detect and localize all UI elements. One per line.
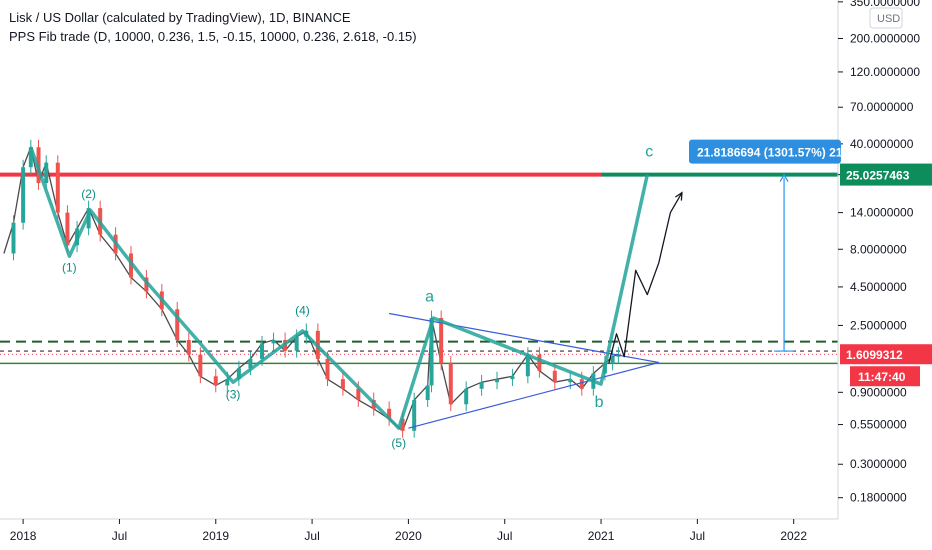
indicator-legend: PPS Fib trade (D, 10000, 0.236, 1.5, -0.…	[9, 29, 417, 44]
y-tick-label: 350.0000000	[850, 0, 920, 9]
y-tick-label: 40.0000000	[850, 137, 914, 151]
candle-body	[439, 317, 444, 364]
currency-button[interactable]	[869, 7, 903, 29]
y-tick-label: 14.0000000	[850, 206, 914, 220]
projection-path	[608, 192, 683, 364]
resistance-price-badge	[840, 163, 932, 186]
wave-label: (3)	[226, 387, 241, 401]
candle-body	[356, 388, 361, 401]
y-tick-label: 2.5000000	[850, 318, 907, 332]
x-tick-label: Jul	[497, 529, 512, 543]
candle-body	[340, 379, 345, 389]
y-tick-label: 8.0000000	[850, 242, 907, 256]
candle-body	[55, 162, 60, 213]
currency-label: USD	[877, 13, 900, 25]
candle-body	[510, 376, 515, 380]
y-tick-label: 200.0000000	[850, 31, 920, 45]
y-tick-label: 0.9000000	[850, 385, 907, 399]
y-tick-label: 0.5500000	[850, 418, 907, 432]
countdown-badge	[850, 366, 920, 387]
candle-body	[28, 147, 33, 168]
price-line	[3, 144, 619, 432]
candle-body	[236, 368, 241, 380]
candle-body	[568, 379, 573, 383]
candle-body	[225, 379, 230, 386]
candle-body	[11, 222, 16, 254]
x-tick-label: 2021	[588, 529, 615, 543]
last-price-label: 1.6099312	[846, 348, 903, 362]
y-tick-label: 4.5000000	[850, 280, 907, 294]
candle-body	[294, 336, 299, 351]
candle-body	[464, 388, 469, 405]
candle-body	[128, 253, 133, 278]
wave-label: (4)	[295, 304, 310, 318]
candle-body	[448, 363, 453, 405]
measure-label: 21.8186694 (1301.57%) 21	[697, 146, 843, 160]
x-tick-label: 2019	[202, 529, 229, 543]
candle-body	[537, 354, 542, 371]
candle-body	[579, 379, 584, 389]
measure-label-box	[689, 139, 841, 164]
candle-body	[21, 167, 26, 223]
candle-body	[400, 418, 405, 431]
candle-body	[175, 309, 180, 341]
candle-body	[198, 354, 203, 377]
candle-body	[325, 358, 330, 380]
y-tick-label: 0.3000000	[850, 457, 907, 471]
y-tick-label: 0.1800000	[850, 491, 907, 505]
candle-body	[44, 162, 49, 184]
x-tick-label: 2018	[10, 529, 37, 543]
candle-body	[213, 376, 218, 386]
wave-label: (1)	[62, 260, 77, 274]
candle-body	[495, 379, 500, 383]
candle-body	[429, 317, 434, 386]
abc-wave-label: c	[645, 143, 653, 160]
candle-body	[525, 354, 530, 377]
last-price-badge	[840, 344, 932, 365]
countdown-label: 11:47:40	[858, 370, 906, 384]
y-tick-label: 70.0000000	[850, 100, 914, 114]
candle-body	[248, 358, 253, 369]
abc-wave-label: b	[595, 394, 604, 411]
candle-body	[479, 382, 484, 389]
y-tick-label: 120.0000000	[850, 65, 920, 79]
candle-body	[387, 408, 392, 419]
candle-body	[65, 212, 70, 246]
abc-wave-label: a	[425, 289, 434, 306]
x-tick-label: 2020	[395, 529, 422, 543]
candle-body	[552, 370, 557, 383]
candle-body	[271, 340, 276, 344]
candle-body	[186, 340, 191, 355]
resistance-price-label: 25.0257463	[846, 169, 910, 183]
chart-title: Lisk / US Dollar (calculated by TradingV…	[9, 10, 351, 25]
x-tick-label: Jul	[304, 529, 319, 543]
x-tick-label: Jul	[690, 529, 705, 543]
triangle-trendline	[408, 361, 659, 429]
candle-body	[259, 343, 264, 359]
x-tick-label: 2022	[780, 529, 807, 543]
x-tick-label: Jul	[112, 529, 127, 543]
projection-arrowhead	[674, 191, 683, 201]
candle-body	[610, 356, 615, 364]
wave-label: (5)	[391, 436, 406, 450]
measure-arrowhead	[779, 173, 789, 182]
candle-body	[425, 385, 430, 401]
candle-body	[412, 400, 417, 431]
wave-label: (2)	[81, 187, 96, 201]
elliott-wave-path	[29, 146, 650, 430]
